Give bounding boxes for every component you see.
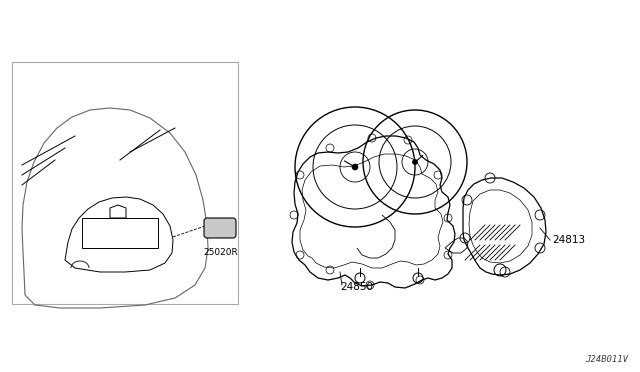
Ellipse shape	[352, 164, 358, 170]
FancyBboxPatch shape	[204, 218, 236, 238]
Ellipse shape	[413, 160, 417, 164]
Text: J24B011V: J24B011V	[585, 355, 628, 364]
Bar	[12, 62, 238, 304]
Text: 24850: 24850	[340, 282, 373, 292]
Text: 25020R: 25020R	[204, 248, 238, 257]
Text: 24813: 24813	[552, 235, 585, 245]
